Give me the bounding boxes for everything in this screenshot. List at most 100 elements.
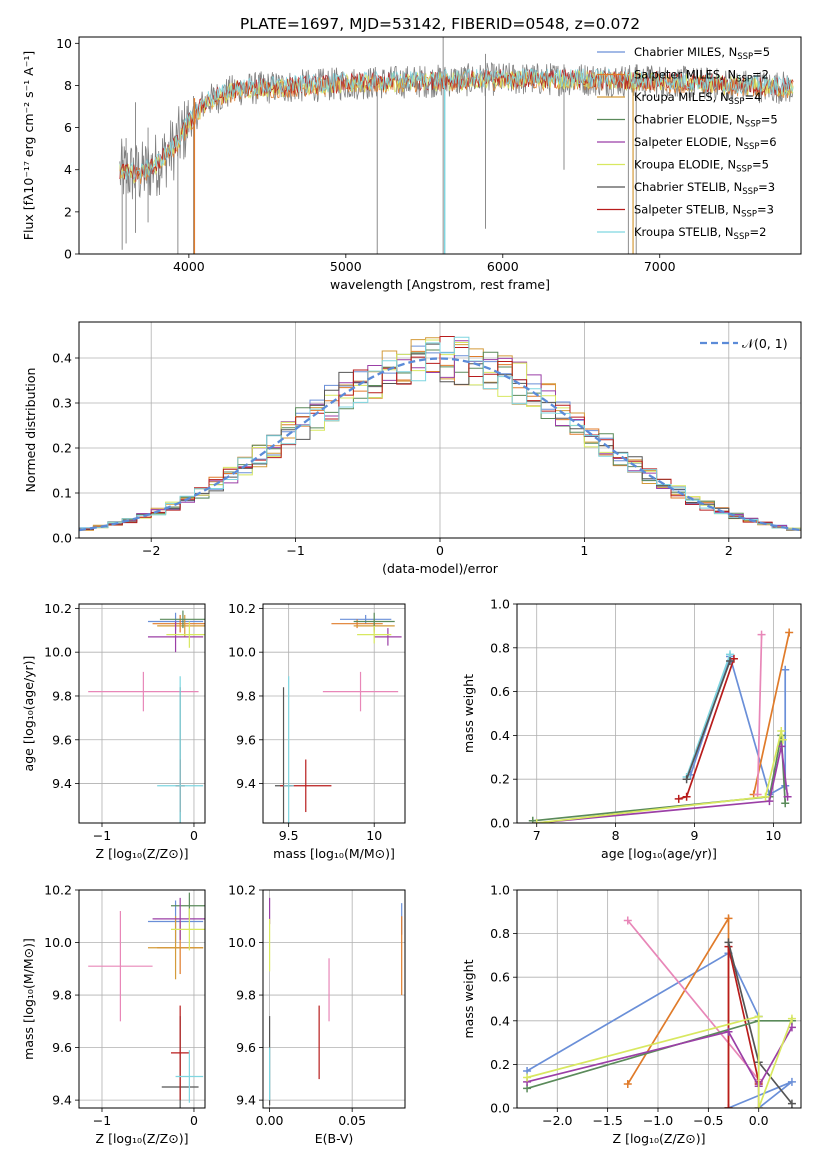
weight_vs_Z-xtick-label: −1.0 (643, 1113, 673, 1128)
mass_vs_EBV-frame (262, 889, 406, 1109)
age_vs_Z-ytick-label: 9.4 (52, 776, 72, 791)
age_vs_mass-plot-area (274, 612, 402, 823)
weight-point-marker (754, 1012, 763, 1021)
residuals-xlabel: (data-model)/error (382, 561, 499, 576)
weight_vs_age-ylabel: mass weight (461, 674, 476, 753)
mass_vs_Z-ytick-label: 9.6 (52, 1040, 72, 1055)
weight-series-line (526, 1026, 793, 1088)
legend-entry-sub: SSP (744, 142, 760, 152)
weight-point-marker (785, 628, 794, 637)
weight-point-marker (523, 1073, 532, 1082)
legend-entry-name: Salpeter STELIB, N (634, 203, 741, 217)
weight_vs_age-ytick-label: 0.4 (490, 728, 510, 743)
age_vs_mass-ytick-label: 10.2 (228, 601, 256, 616)
legend-entry-label: Kroupa MILES, NSSP=4 (634, 90, 761, 107)
weight-series-line (627, 915, 730, 1108)
weight_vs_age-plot-area (528, 628, 794, 823)
weight-series-line (752, 632, 791, 795)
weight-point-marker (724, 938, 733, 947)
weight-point-marker (724, 914, 733, 923)
weight_vs_age-ytick-label: 0.8 (490, 640, 510, 655)
weight-series-line (685, 660, 731, 780)
legend-entry-label: Chabrier STELIB, NSSP=3 (634, 180, 775, 197)
weight_vs_Z-xtick-label: −1.5 (592, 1113, 622, 1128)
residuals-ytick-label: 0.0 (52, 531, 72, 546)
age_vs_mass-ytick-label: 10.0 (228, 645, 256, 660)
weight_vs_Z-ytick-label: 1.0 (490, 883, 510, 898)
weight_vs_Z-xtick-label: 0.0 (749, 1113, 769, 1128)
weight-point-marker (781, 665, 790, 674)
legend-entry-sub: SSP (736, 75, 752, 85)
legend-entry-name: Kroupa MILES, N (634, 90, 729, 104)
mass_vs_EBV-ytick-label: 9.6 (236, 1040, 256, 1055)
spectrum-ytick-label: 10 (56, 36, 72, 51)
age_vs_mass-ytick-label: 9.4 (236, 776, 256, 791)
mass_vs_EBV-xtick-label: 0.00 (256, 1113, 284, 1128)
age_vs_Z-xtick-label: −1 (93, 828, 111, 843)
spectrum-xlabel: wavelength [Angstrom, rest frame] (330, 277, 550, 292)
weight-point-marker (777, 727, 786, 736)
legend-entry-label: Kroupa ELODIE, NSSP=5 (634, 158, 769, 175)
spectrum-model-line (119, 68, 794, 180)
spectrum-frame (78, 36, 802, 255)
weight_vs_Z-plot-area (523, 914, 796, 1108)
legend-entry-name: Kroupa ELODIE, N (634, 158, 736, 172)
mass_vs_Z-ytick-label: 10.2 (44, 883, 72, 898)
legend-entry-count: =5 (761, 113, 778, 127)
weight-series-line (536, 746, 789, 823)
weight-series-line (536, 730, 784, 823)
spectrum-xtick-label: 6000 (487, 259, 519, 274)
age_vs_Z-xlabel: Z [log₁₀(Z/Z⊙)] (96, 846, 189, 861)
age_vs_mass-ytick-label: 9.6 (236, 732, 256, 747)
mass_vs_EBV-xlabel: E(B-V) (315, 1131, 354, 1146)
weight_vs_Z-ytick-label: 0.0 (490, 1101, 510, 1116)
mass_vs_Z-axes: −1 0 9.4 9.6 9.8 10.0 10.2 Z [log₁₀(Z/Z⊙)] mass … (21, 883, 206, 1146)
weight_vs_age-ytick-label: 0.6 (490, 684, 510, 699)
age_vs_Z-xtick-label: 0 (190, 828, 198, 843)
residuals-xtick-label: 0 (436, 543, 444, 558)
residuals-ytick-label: 0.2 (52, 441, 72, 456)
spectrum-xtick-label: 4000 (173, 259, 205, 274)
age_vs_mass-xtick-label: 9.5 (279, 828, 299, 843)
mass_vs_Z-frame (78, 889, 206, 1109)
weight-point-marker (765, 797, 774, 806)
mass_vs_Z-xtick-label: 0 (190, 1113, 198, 1128)
legend-entry-sub: SSP (729, 97, 745, 107)
age_vs_Z-ytick-label: 10.2 (44, 601, 72, 616)
weight_vs_age-xlabel: age [log₁₀(age/yr)] (601, 846, 717, 861)
mass_vs_Z-xlabel: Z [log₁₀(Z/Z⊙)] (96, 1131, 189, 1146)
age_vs_mass-axes: 9.5 10 9.4 9.6 9.8 10.0 10.2 mass [log₁₀(M/M⊙)] (228, 601, 406, 861)
age_vs_mass-xtick-label: 10 (366, 828, 382, 843)
residuals-frame (78, 321, 802, 539)
weight-series-line (526, 1015, 793, 1108)
weight_vs_Z-ytick-label: 0.8 (490, 926, 510, 941)
age_vs_mass-xlabel: mass [log₁₀(M/M⊙)] (273, 846, 395, 861)
weight-point-marker (674, 794, 683, 803)
weight-point-marker (778, 735, 787, 744)
residuals-xtick-label: 1 (580, 543, 588, 558)
weight-point-marker (781, 799, 790, 808)
age_vs_Z-axes: −1 0 9.4 9.6 9.8 10.0 10.2 Z [log₁₀(Z/Z⊙)] age [… (21, 601, 206, 861)
spectrum-ytick-label: 4 (64, 162, 72, 177)
spectrum-ytick-label: 2 (64, 204, 72, 219)
weight-point-marker (682, 792, 691, 801)
weight-point-marker (783, 792, 792, 801)
weight_vs_age-axes: 7 8 9 10 0.0 0.2 0.4 0.6 0.8 1.0 age [log₁₀(age/yr… (461, 597, 802, 861)
legend-entry-sub: SSP (742, 187, 758, 197)
age_vs_Z-ytick-label: 9.8 (52, 688, 72, 703)
legend-entry-count: =3 (757, 203, 774, 217)
legend-entry-name: Kroupa STELIB, N (634, 225, 734, 239)
weight_vs_Z-ytick-label: 0.6 (490, 970, 510, 985)
weight_vs_age-xtick-label: 7 (533, 828, 541, 843)
legend-entry-count: =4 (744, 90, 761, 104)
legend-entry-name: Chabrier ELODIE, N (634, 113, 745, 127)
age_vs_mass-ytick-label: 9.8 (236, 688, 256, 703)
residuals-plot-area (79, 336, 801, 533)
weight_vs_Z-ytick-label: 0.2 (490, 1057, 510, 1072)
weight-point-marker (757, 630, 766, 639)
age_vs_Z-ytick-label: 9.6 (52, 732, 72, 747)
residuals-legend-label: 𝒩(0, 1) (742, 336, 788, 351)
weight_vs_age-xtick-label: 10 (765, 828, 781, 843)
legend-entry-count: =2 (749, 225, 766, 239)
residuals-xtick-label: 2 (725, 543, 733, 558)
